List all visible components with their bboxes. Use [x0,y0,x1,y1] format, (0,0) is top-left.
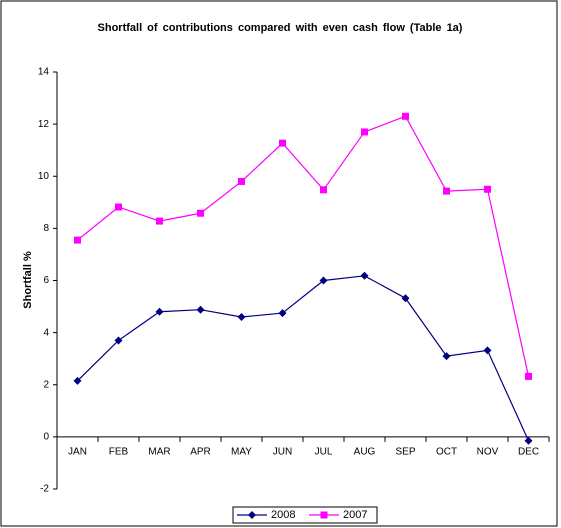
x-tick-label: JUL [315,447,333,458]
y-axis-title: Shortfall % [22,251,34,309]
point [73,376,82,385]
legend-marker [248,511,256,519]
point [401,294,410,303]
point [483,346,492,355]
point [197,209,204,217]
chart-title: Shortfall of contributions compared with… [97,22,463,34]
legend-box [232,506,378,524]
y-tick-label: -2 [40,484,49,495]
point [114,336,123,345]
point [278,309,287,318]
point [524,436,533,445]
y-tick-label: 8 [43,223,49,234]
x-tick-label: AUG [354,447,376,458]
point [319,276,328,285]
y-tick-label: 10 [38,171,50,182]
point [360,271,369,280]
point [115,203,122,211]
point [156,217,163,225]
point [279,139,286,147]
y-tick-label: 2 [43,379,49,390]
point [320,186,327,194]
y-tick-label: 6 [43,275,49,286]
x-tick-label: FEB [109,447,129,458]
y-tick-label: 0 [43,432,49,443]
x-tick-label: NOV [477,447,499,458]
series-line [77,275,530,442]
point [238,177,245,185]
point [402,112,409,120]
x-tick-label: SEP [395,447,415,458]
legend-label: 2007 [343,509,367,521]
point [74,236,81,244]
x-tick-label: MAY [231,447,252,458]
x-tick-label: MAR [148,447,170,458]
point [442,352,451,361]
legend-label: 2008 [271,509,295,521]
x-tick-label: OCT [436,447,457,458]
legend-marker [320,511,328,519]
point [484,185,491,193]
point [361,128,368,136]
x-tick-label: JAN [68,447,87,458]
series-line [77,115,530,377]
point [155,307,164,316]
y-tick-label: 14 [38,67,50,78]
x-tick-label: JUN [273,447,292,458]
y-tick-label: 12 [38,119,50,130]
point [196,305,205,314]
x-tick-label: DEC [518,447,539,458]
y-tick-label: 4 [43,327,49,338]
point [525,372,532,380]
point [237,312,246,321]
x-tick-label: APR [190,447,211,458]
point [443,187,450,195]
